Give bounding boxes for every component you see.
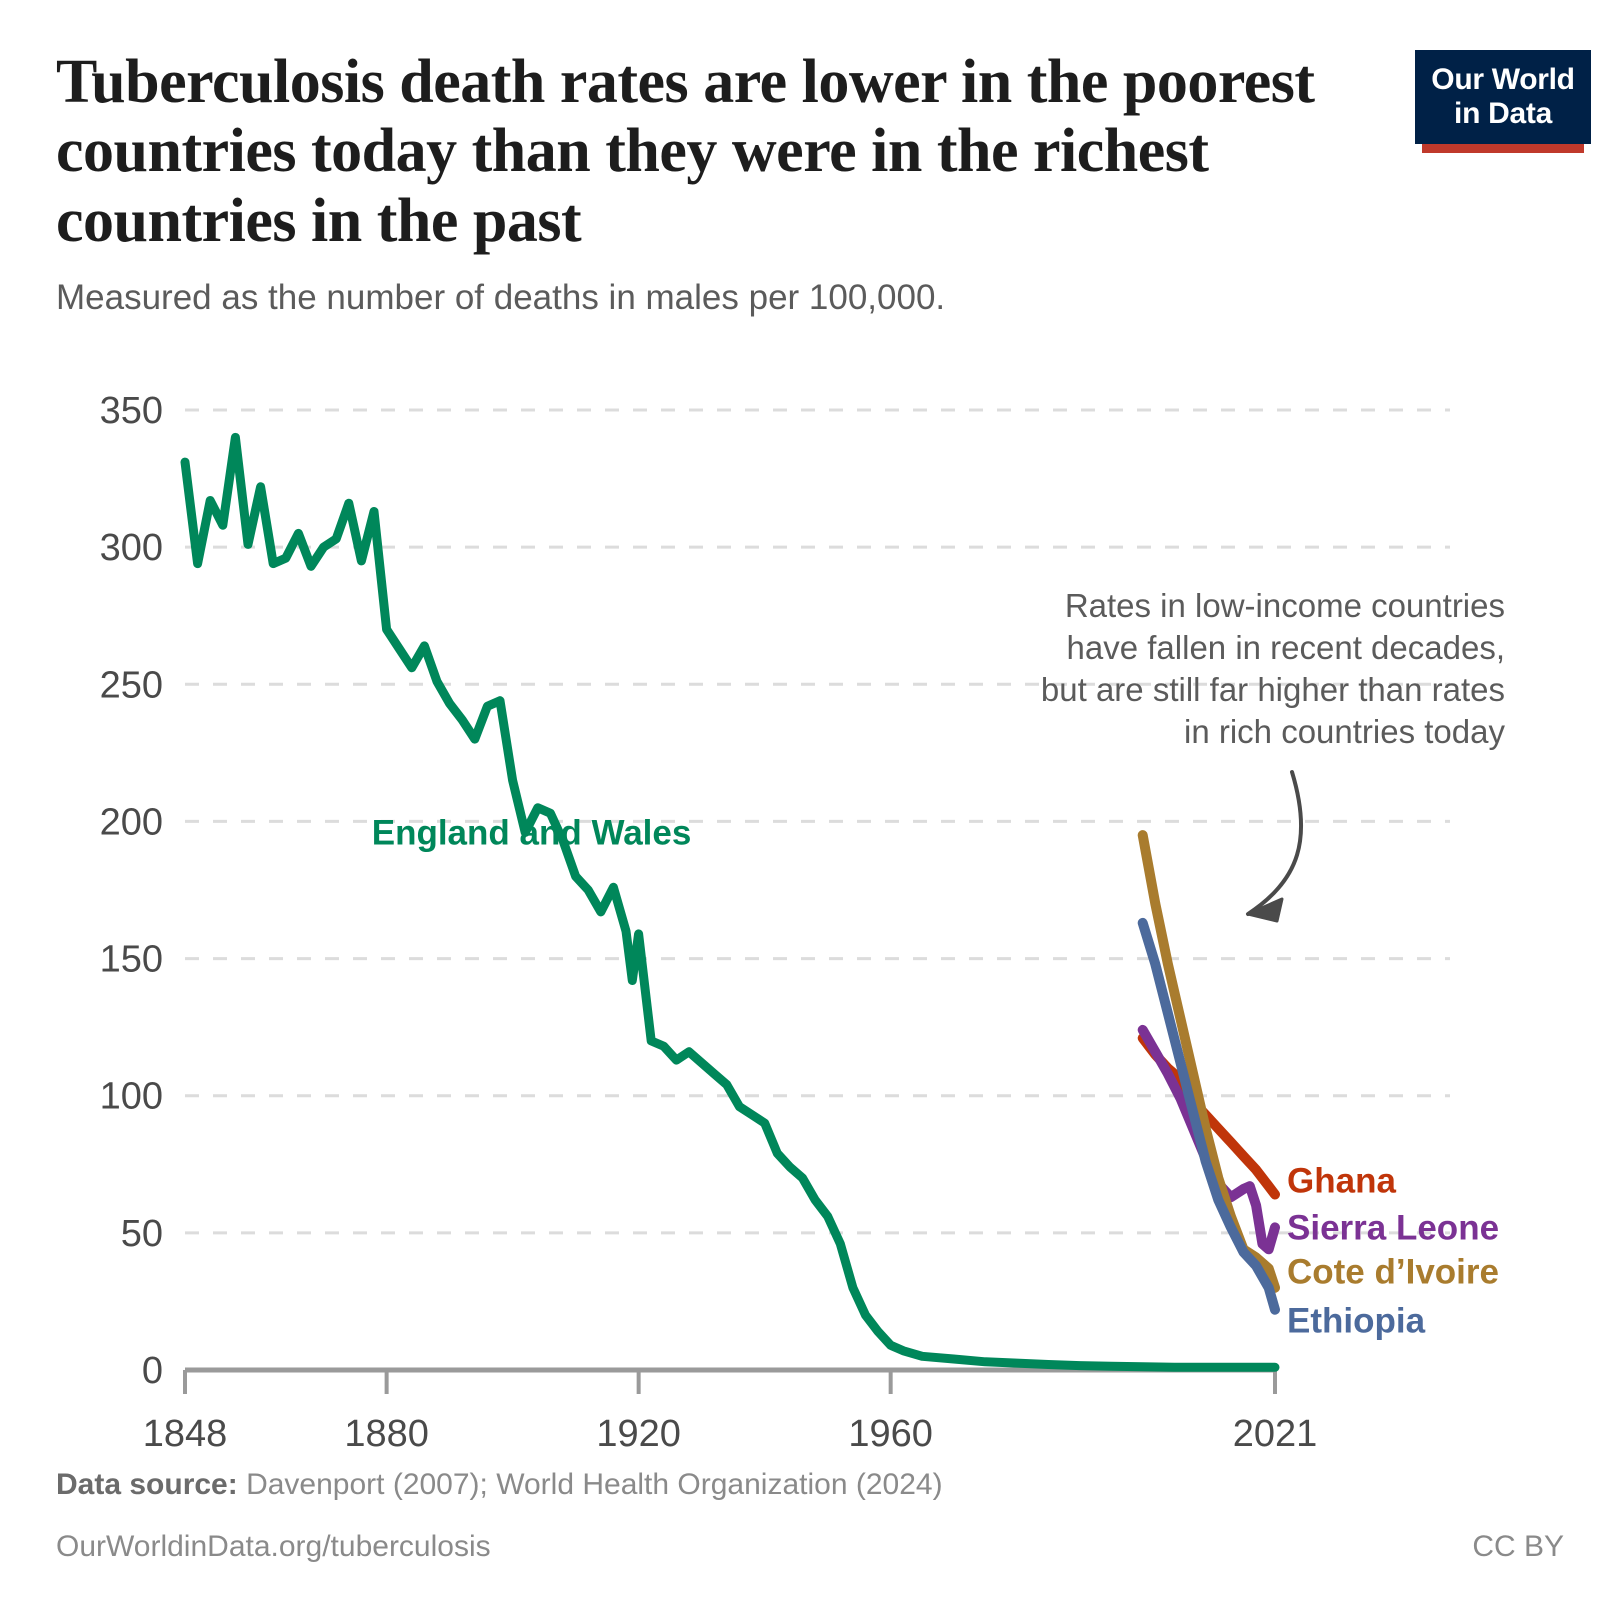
series-line-england-and-wales[interactable] [180, 432, 1280, 1372]
x-tick-label: 1880 [344, 1413, 429, 1455]
y-tick-label: 250 [100, 664, 163, 706]
data-source-label: Data source: [56, 1468, 238, 1501]
x-tick-label: 1848 [143, 1413, 228, 1455]
y-tick-label: 350 [100, 390, 163, 432]
series-label-cote-d-ivoire: Cote d’Ivoire [1287, 1252, 1499, 1291]
series-label-england-and-wales: England and Wales [372, 813, 692, 852]
page-title: Tuberculosis death rates are lower in th… [56, 48, 1315, 255]
site-url-link[interactable]: OurWorldinData.org/tuberculosis [56, 1530, 491, 1563]
series-labels-group: England and Wales Ghana Sierra Leone Cote d… [372, 813, 1499, 1340]
logo-line-2: in Data [1454, 96, 1552, 130]
series-line-sierra-leone[interactable] [1137, 1024, 1280, 1255]
y-tick-label: 50 [121, 1213, 163, 1255]
series-label-ghana: Ghana [1287, 1162, 1396, 1201]
y-tick-label: 300 [100, 527, 163, 569]
license-label: CC BY [1472, 1530, 1564, 1563]
logo-red-rule [1422, 144, 1584, 154]
chart-header: Tuberculosis death rates are lower in th… [56, 48, 1564, 318]
our-world-in-data-logo[interactable]: Our World in Data [1415, 50, 1591, 154]
series-label-sierra-leone: Sierra Leone [1287, 1208, 1499, 1247]
x-tick-label: 1920 [596, 1413, 681, 1455]
x-axis-tick-labels: 1848 1880 1920 1960 2021 [143, 1413, 1318, 1455]
chart-footer: Data source: Davenport (2007); World Hea… [56, 1468, 1564, 1564]
x-axis-tick-marks [183, 1370, 1277, 1394]
y-tick-label: 150 [100, 939, 163, 981]
gridlines-group [185, 408, 1450, 1235]
annotation-line: Rates in low-income countries [1065, 587, 1505, 624]
data-source-line: Data source: Davenport (2007); World Hea… [56, 1468, 1564, 1502]
annotation-arrow-head [1246, 897, 1284, 923]
logo-text-box: Our World in Data [1415, 50, 1591, 145]
x-tick-label: 2021 [1233, 1413, 1318, 1455]
series-line-ghana[interactable] [1137, 1033, 1280, 1200]
y-tick-label: 200 [100, 801, 163, 843]
series-lines-group[interactable] [180, 432, 1280, 1372]
y-tick-label: 100 [100, 1076, 163, 1118]
y-axis-tick-labels: 0 50 100 150 200 250 300 350 [100, 390, 163, 1392]
logo-line-1: Our World [1431, 63, 1575, 96]
annotation-group: Rates in low-income countries have fallen… [1041, 587, 1505, 923]
y-tick-label: 0 [142, 1350, 163, 1392]
annotation-line: but are still far higher than rates [1041, 671, 1505, 708]
annotation-line: in rich countries today [1184, 713, 1505, 750]
data-source-value: Davenport (2007); World Health Organizat… [246, 1468, 943, 1501]
series-line-cote-d-ivoire[interactable] [1137, 830, 1280, 1293]
annotation-arrow-curve [1246, 770, 1304, 916]
footer-bottom-row: OurWorldinData.org/tuberculosis CC BY [56, 1530, 1564, 1564]
series-label-ethiopia: Ethiopia [1287, 1302, 1426, 1341]
x-tick-label: 1960 [848, 1413, 933, 1455]
chart-subtitle: Measured as the number of deaths in male… [56, 278, 946, 318]
annotation-line: have fallen in recent decades, [1067, 629, 1505, 666]
series-line-ethiopia[interactable] [1137, 917, 1280, 1315]
